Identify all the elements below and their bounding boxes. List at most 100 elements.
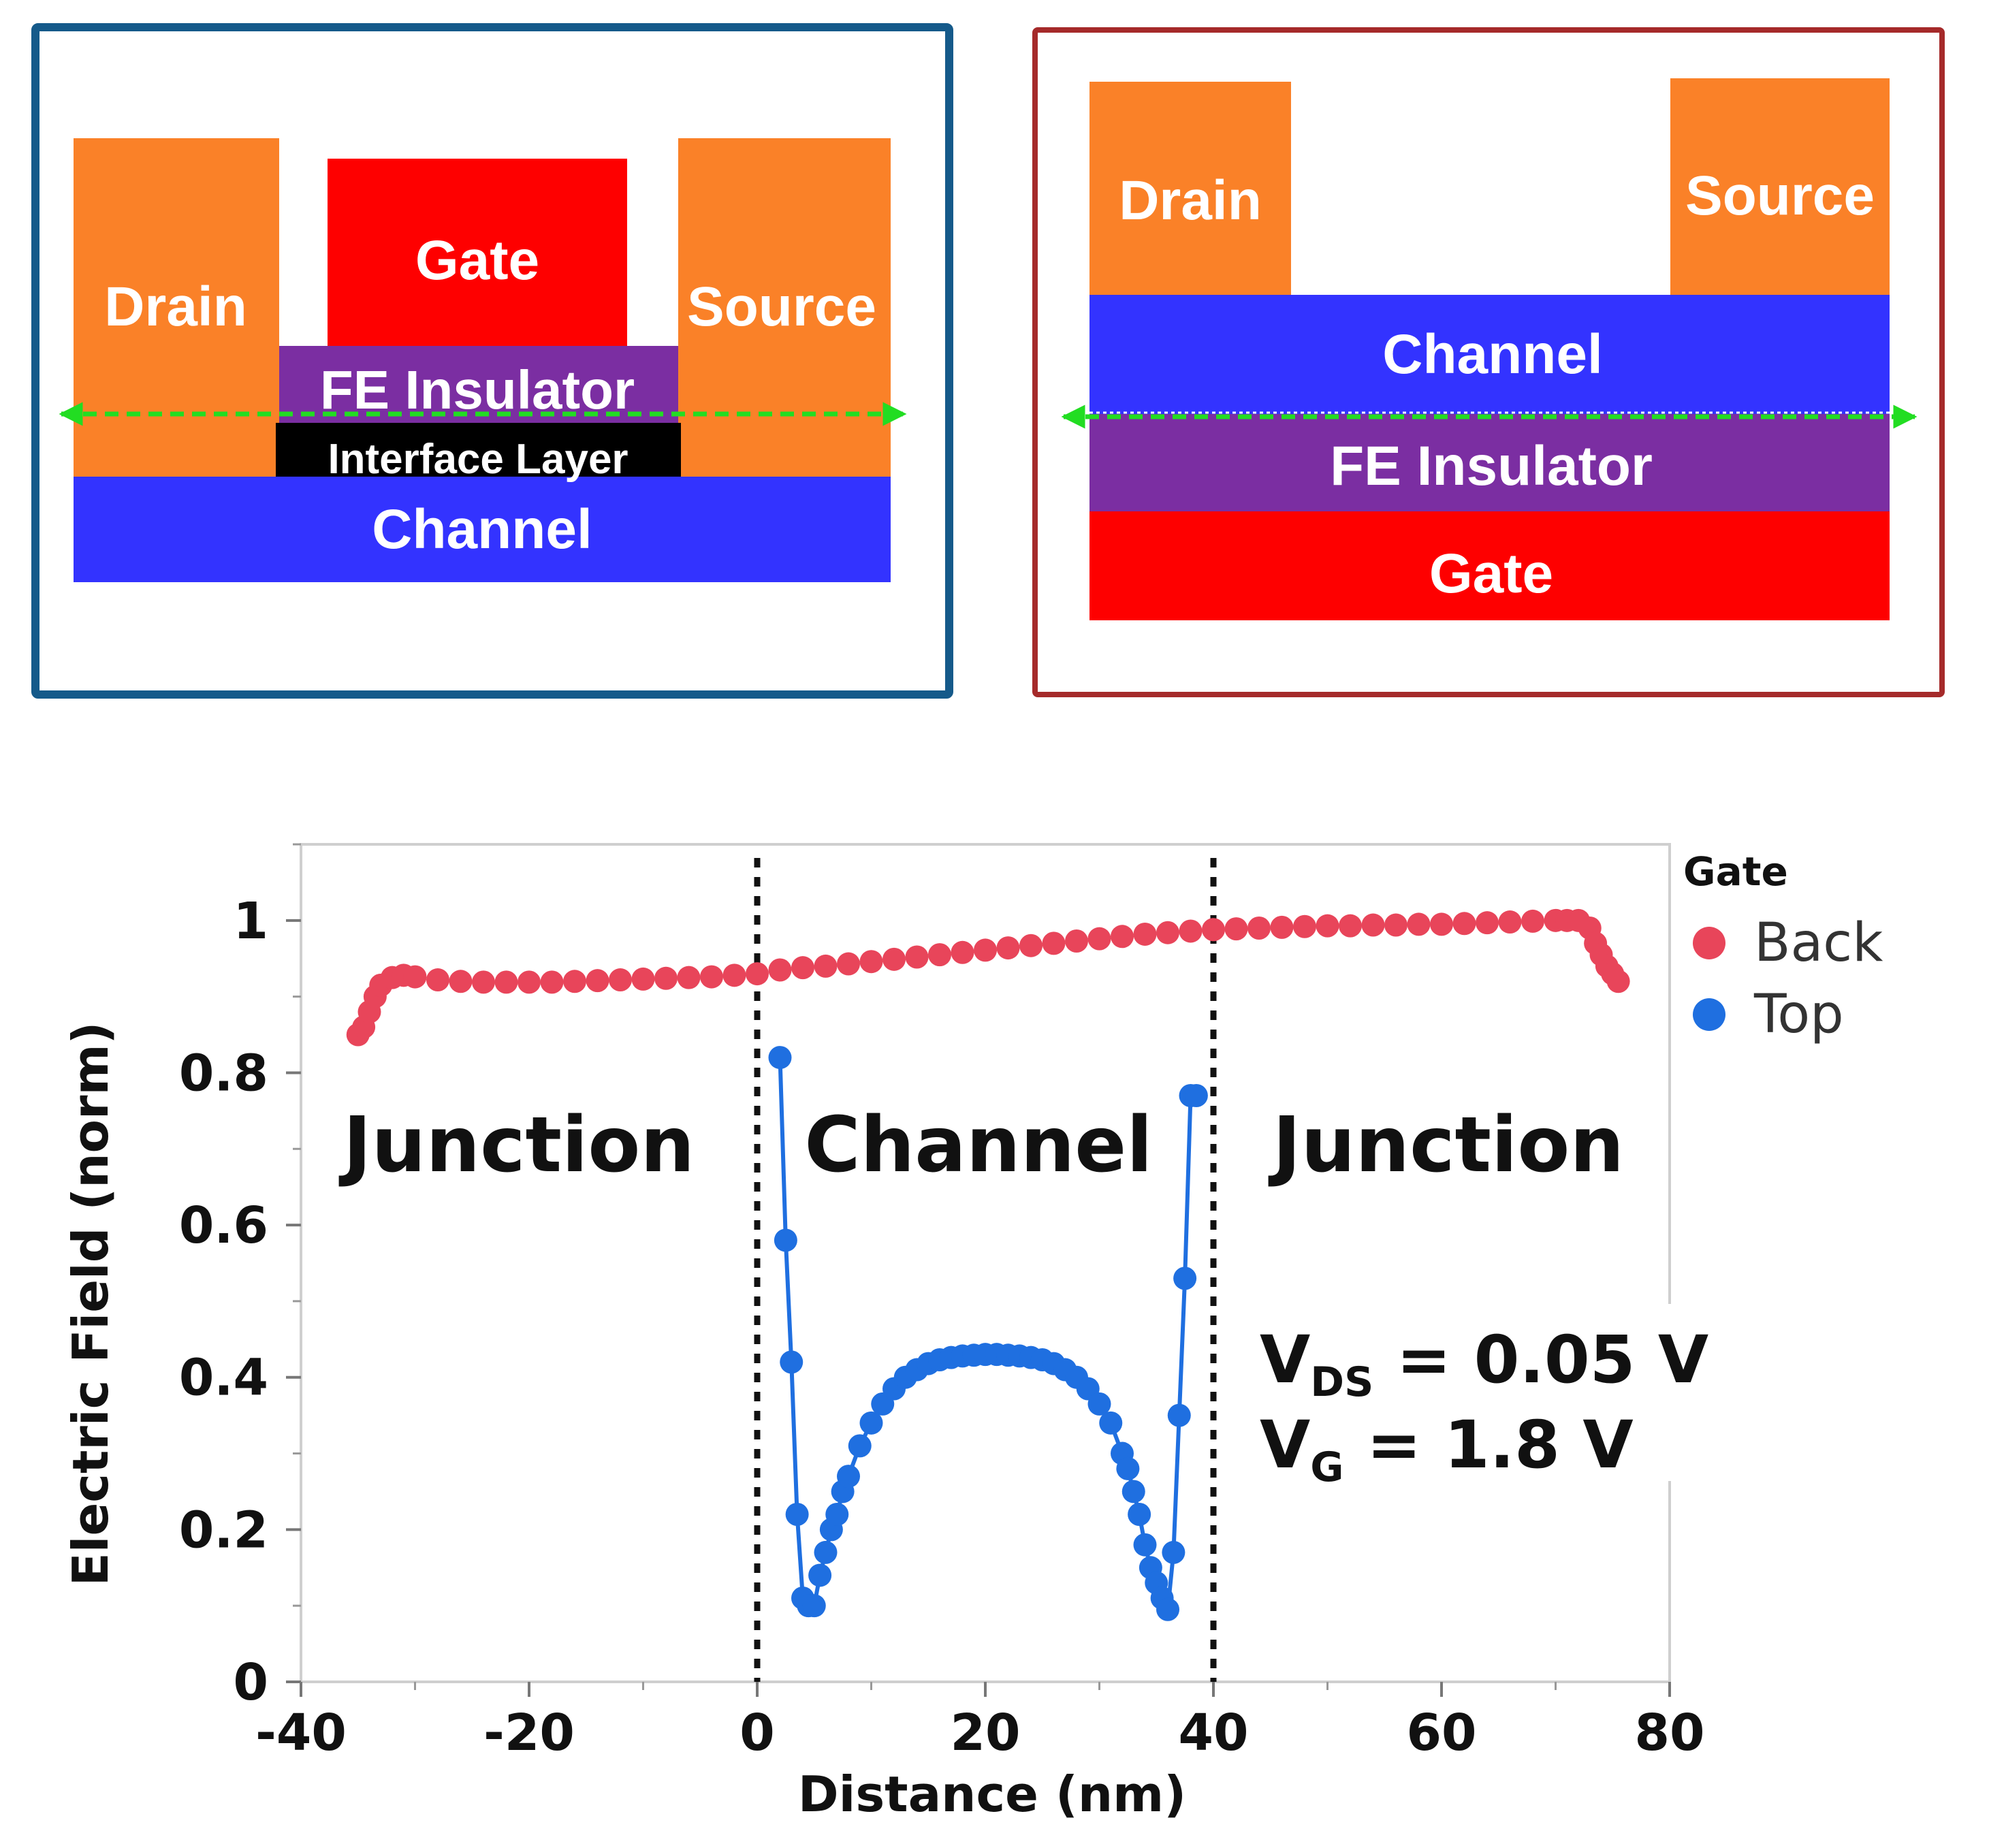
drain-label: Drain	[104, 276, 247, 338]
data-point	[774, 1228, 797, 1252]
data-point	[1019, 934, 1043, 957]
data-point	[700, 965, 723, 989]
data-point	[1156, 1597, 1179, 1621]
data-point	[722, 963, 746, 987]
data-point	[1606, 970, 1630, 993]
data-point	[1179, 919, 1203, 943]
data-point	[1452, 912, 1476, 936]
data-point	[859, 1411, 883, 1435]
y-tick-label: 0.8	[179, 1044, 268, 1102]
y-tick-label: 1	[234, 892, 269, 951]
data-point	[825, 1503, 849, 1526]
fe-insulator-label: FE Insulator	[1330, 435, 1653, 497]
data-point	[494, 970, 518, 994]
data-point	[791, 956, 814, 980]
data-point	[1270, 915, 1294, 939]
drain-block	[1089, 82, 1291, 296]
region-label: Junction	[338, 1101, 695, 1190]
y-tick-label: 0.6	[179, 1196, 268, 1255]
back-gate-diagram: Drain Source Channel FE Insulator Gate	[1032, 27, 1945, 697]
x-axis-title: Distance (nm)	[798, 1766, 1186, 1823]
drain-label: Drain	[1119, 170, 1262, 232]
source-block	[1670, 78, 1890, 296]
data-point	[814, 1540, 838, 1564]
legend-title: Gate	[1683, 848, 1788, 895]
data-point	[905, 945, 929, 969]
y-tick-label: 0.4	[179, 1349, 268, 1407]
data-point	[1042, 931, 1066, 955]
data-point	[586, 969, 609, 993]
channel-label: Channel	[1382, 323, 1602, 385]
bias-annotation: VDS = 0.05 VVG = 1.8 V	[1234, 1304, 1708, 1491]
top-gate-diagram: Drain Gate Source FE Insulator Interface…	[31, 23, 953, 699]
data-point	[449, 970, 473, 993]
chart-grid	[300, 843, 1671, 1683]
interface-layer	[276, 423, 681, 483]
data-point	[518, 970, 541, 994]
data-point	[1156, 921, 1179, 944]
gate-label: Gate	[1429, 543, 1553, 605]
data-point	[837, 952, 860, 976]
data-point	[974, 938, 997, 962]
data-point	[1430, 912, 1453, 936]
data-point	[808, 1563, 832, 1587]
data-point	[1065, 929, 1088, 953]
data-point	[1087, 1392, 1111, 1416]
gate-block	[328, 159, 627, 346]
legend-marker-back	[1693, 927, 1725, 959]
data-point	[1133, 922, 1157, 946]
data-point	[1167, 1403, 1191, 1427]
data-point	[928, 943, 951, 967]
interface-layer-label: Interface Layer	[328, 436, 628, 483]
data-point	[859, 950, 883, 974]
data-point	[882, 947, 906, 971]
data-point	[1173, 1266, 1197, 1290]
data-point	[1293, 914, 1316, 938]
data-point	[1339, 914, 1362, 938]
source-label: Source	[687, 276, 876, 338]
x-tick-label: 20	[951, 1704, 1021, 1762]
data-point	[996, 936, 1020, 960]
data-point	[1162, 1540, 1186, 1564]
data-point	[802, 1594, 826, 1618]
data-point	[951, 940, 974, 964]
fe-insulator-layer	[1089, 414, 1890, 511]
fe-insulator-label: FE Insulator	[320, 360, 635, 420]
data-point	[1476, 911, 1499, 935]
y-axis-title: Electric Field (norm)	[62, 1022, 119, 1587]
channel-layer	[74, 477, 891, 582]
annotation-background	[1234, 1304, 1697, 1481]
data-point	[1384, 913, 1407, 937]
data-point	[814, 954, 838, 978]
series-back	[346, 908, 1630, 1047]
data-point	[1316, 914, 1339, 938]
data-point	[1111, 925, 1134, 949]
gate-block	[1089, 511, 1890, 620]
legend-label-back: Back	[1754, 912, 1883, 974]
y-tick-label: 0.2	[179, 1501, 268, 1559]
data-point	[746, 962, 769, 986]
data-point	[631, 967, 655, 991]
x-tick-label: 0	[739, 1704, 775, 1762]
chart-axes: 0 0.2 0.4 0.6 0.8 1 -40 -20 0 20 40 60 80 Distance (n…	[62, 843, 1705, 1823]
channel-layer	[1089, 295, 1890, 414]
vds-annotation: VDS = 0.05 V	[1260, 1322, 1708, 1406]
x-tick-label: 80	[1635, 1704, 1705, 1762]
y-tick-label: 0	[234, 1653, 269, 1712]
gate-label: Gate	[415, 229, 539, 291]
data-point	[785, 1503, 809, 1526]
data-point	[609, 968, 632, 992]
region-label: Channel	[804, 1101, 1152, 1190]
data-point	[1099, 1411, 1123, 1435]
data-point	[1498, 910, 1522, 934]
source-label: Source	[1685, 165, 1875, 227]
data-point	[1133, 1533, 1157, 1557]
x-tick-label: 60	[1407, 1704, 1477, 1762]
data-point	[1407, 912, 1431, 936]
electric-field-chart: 0 0.2 0.4 0.6 0.8 1 -40 -20 0 20 40 60 80 Distance (n…	[62, 841, 1883, 1823]
chart-legend: Gate Back Top	[1672, 841, 1883, 1066]
series-top	[768, 1046, 1208, 1621]
data-point	[1116, 1456, 1140, 1480]
data-point	[780, 1350, 803, 1374]
data-point	[848, 1434, 872, 1458]
